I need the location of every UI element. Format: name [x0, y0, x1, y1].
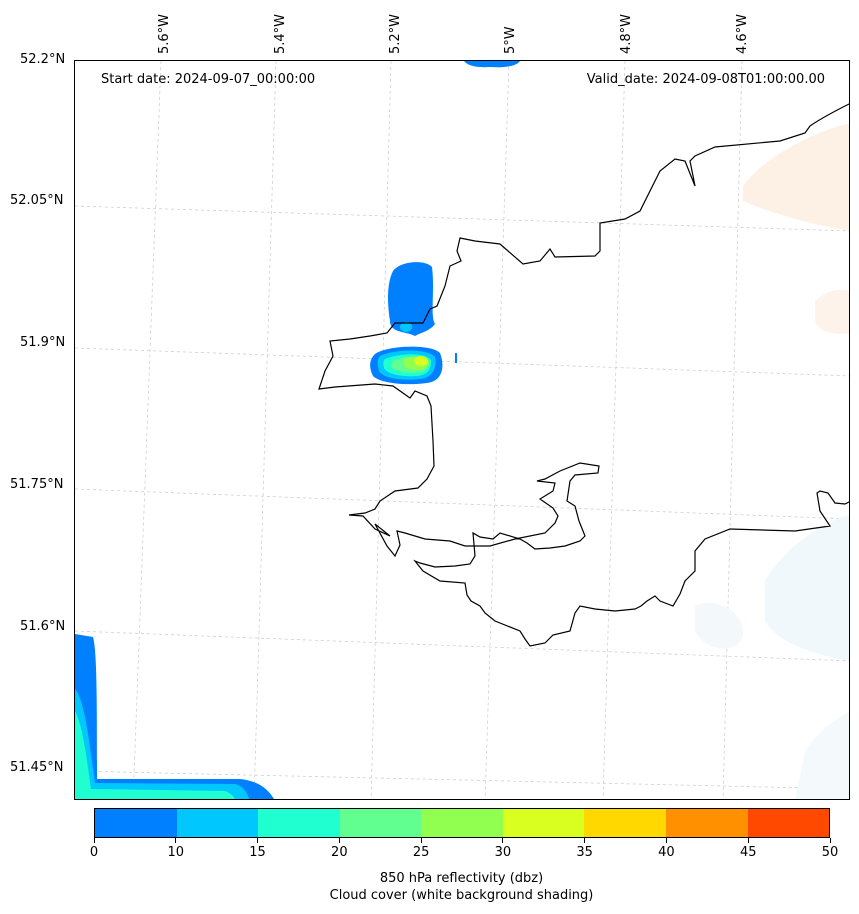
- lon-label-5.2W: 5.2°W: [388, 13, 403, 54]
- reflectivity-bottom-left: [75, 634, 274, 799]
- colorbar-segment-35-40: [584, 809, 666, 837]
- colorbar-segment-15-20: [258, 809, 340, 837]
- colorbar-tick-mark: [502, 838, 504, 843]
- colorbar-tick-mark: [665, 838, 667, 843]
- reflectivity-blob-top: [464, 61, 520, 68]
- colorbar-tick-mark: [584, 838, 586, 843]
- colorbar-tick-mark: [175, 838, 177, 843]
- lat-label-51.45N: 51.45°N: [10, 760, 64, 775]
- colorbar-tick-label: 15: [249, 845, 266, 860]
- colorbar-tick-label: 0: [89, 845, 99, 860]
- colorbar-tick-label: 45: [739, 845, 757, 860]
- coastline: [318, 103, 849, 647]
- lon-label-5.6W: 5.6°W: [157, 13, 172, 54]
- colorbar-tick-mark: [747, 838, 749, 843]
- colorbar-segment-20-25: [339, 809, 422, 837]
- colorbar-tick-label: 35: [576, 845, 593, 860]
- lon-label-5W: 5°W: [503, 26, 518, 54]
- valid-date-text: Valid_date: 2024-09-08T01:00:00.00: [586, 72, 825, 87]
- colorbar-segment-40-45: [665, 809, 748, 837]
- colorbar-segment-0-10: [95, 809, 177, 837]
- lat-label-51.6N: 51.6°N: [20, 619, 66, 634]
- colorbar-tick-mark: [93, 838, 95, 843]
- colorbar-tick-label: 20: [331, 845, 348, 860]
- colorbar-tick-mark: [420, 838, 422, 843]
- colorbar-subtitle: Cloud cover (white background shading): [329, 888, 594, 903]
- lat-label-52.05N: 52.05°N: [10, 193, 64, 208]
- reflectivity-cells-central: [370, 262, 457, 385]
- lat-label-51.9N: 51.9°N: [20, 335, 66, 350]
- colorbar-tick-mark: [338, 838, 340, 843]
- start-date-text: Start date: 2024-09-07_00:00:00: [101, 72, 316, 87]
- colorbar: [94, 808, 830, 838]
- colorbar-tick-label: 25: [412, 845, 430, 860]
- cloud-cover-shading: [695, 123, 849, 799]
- lon-label-4.8W: 4.8°W: [619, 13, 634, 54]
- colorbar-segment-10-15: [176, 809, 259, 837]
- lat-label-52.2N: 52.2°N: [20, 52, 66, 67]
- colorbar-segment-45-50: [747, 809, 830, 837]
- colorbar-tick-mark: [257, 838, 259, 843]
- colorbar-segment-25-30: [421, 809, 503, 837]
- map-panel: Start date: 2024-09-07_00:00:00 Valid_da…: [74, 60, 850, 800]
- colorbar-tick-label: 40: [658, 845, 675, 860]
- lon-label-5.4W: 5.4°W: [273, 13, 288, 54]
- colorbar-tick-mark: [829, 838, 831, 843]
- lon-label-4.6W: 4.6°W: [735, 13, 750, 54]
- map-canvas: Start date: 2024-09-07_00:00:00 Valid_da…: [75, 61, 849, 799]
- colorbar-segment-30-35: [502, 809, 585, 837]
- gridlines: [75, 61, 849, 799]
- lat-label-51.75N: 51.75°N: [10, 477, 64, 492]
- colorbar-title: 850 hPa reflectivity (dbz): [379, 871, 544, 886]
- colorbar-tick-label: 10: [167, 845, 185, 860]
- colorbar-tick-label: 30: [494, 845, 512, 860]
- colorbar-tick-label: 50: [821, 845, 839, 860]
